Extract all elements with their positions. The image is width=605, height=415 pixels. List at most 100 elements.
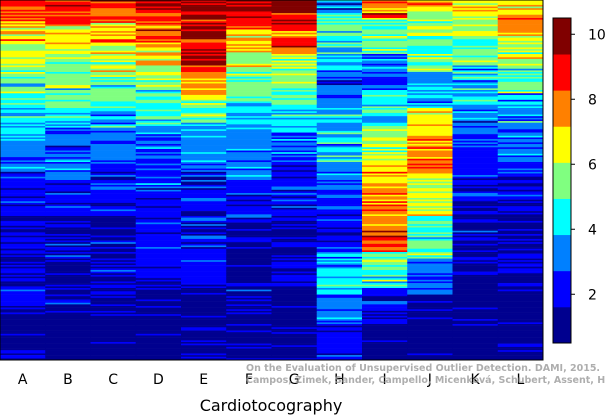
heatmap-cell <box>90 345 137 348</box>
heatmap-cell <box>316 134 363 137</box>
heatmap-cell <box>0 78 46 81</box>
heatmap-cell <box>0 301 46 304</box>
heatmap-cell <box>497 16 544 19</box>
heatmap-cell <box>0 153 46 156</box>
heatmap-cell <box>135 73 182 76</box>
heatmap-column-G <box>271 0 318 361</box>
heatmap-cell <box>407 320 453 323</box>
heatmap-cell <box>271 108 318 110</box>
heatmap-cell <box>316 101 363 104</box>
heatmap-cell <box>452 119 499 122</box>
heatmap-cell <box>271 237 318 240</box>
heatmap-cell <box>316 68 363 71</box>
heatmap-cell <box>316 248 363 251</box>
heatmap-cell <box>135 99 182 102</box>
heatmap-cell <box>226 101 272 104</box>
heatmap-cell <box>407 178 453 181</box>
heatmap-cell <box>45 44 91 47</box>
heatmap-cell <box>271 322 318 325</box>
heatmap-cell <box>181 206 227 209</box>
heatmap-cell <box>45 60 91 63</box>
heatmap-cell <box>452 296 499 299</box>
heatmap-cell <box>407 260 453 263</box>
heatmap-cell <box>316 153 363 156</box>
heatmap-column-B <box>45 0 91 361</box>
heatmap-cell <box>497 44 544 47</box>
heatmap-cell <box>226 91 272 94</box>
heatmap-cell <box>0 256 46 259</box>
heatmap-cell <box>90 309 137 312</box>
heatmap-cell <box>45 22 91 25</box>
heatmap-cell <box>226 183 272 186</box>
heatmap-cell <box>181 135 227 138</box>
heatmap-cell <box>181 307 227 310</box>
heatmap-cell <box>497 324 544 326</box>
heatmap-cell <box>362 302 408 305</box>
heatmap-cell <box>497 108 544 110</box>
heatmap-cell <box>452 196 499 199</box>
heatmap-cell <box>181 22 227 25</box>
heatmap-cell <box>135 227 182 230</box>
heatmap-cell <box>452 11 499 14</box>
heatmap-cell <box>45 19 91 22</box>
heatmap-cell <box>407 232 453 235</box>
heatmap-cell <box>407 242 453 245</box>
heatmap-cell <box>452 212 499 215</box>
heatmap-cell <box>0 255 46 258</box>
heatmap-cell <box>181 211 227 214</box>
heatmap-cell <box>316 124 363 127</box>
heatmap-cell <box>452 152 499 155</box>
heatmap-cell <box>45 72 91 74</box>
heatmap-cell <box>0 85 46 88</box>
heatmap-cell <box>362 49 408 52</box>
heatmap-cell <box>407 148 453 151</box>
heatmap-cell <box>316 346 363 349</box>
heatmap-cell <box>45 103 91 106</box>
heatmap-cell <box>316 171 363 174</box>
heatmap-cell <box>0 320 46 323</box>
heatmap-cell <box>0 165 46 168</box>
heatmap-cell <box>271 135 318 138</box>
heatmap-cell <box>0 196 46 199</box>
heatmap-cell <box>452 144 499 146</box>
heatmap-cell <box>90 225 137 228</box>
heatmap-cell <box>271 16 318 19</box>
heatmap-cell <box>497 135 544 138</box>
heatmap-cell <box>497 45 544 48</box>
heatmap-cell <box>90 99 137 102</box>
heatmap-cell <box>45 50 91 53</box>
heatmap-cell <box>181 273 227 276</box>
heatmap-cell <box>90 126 137 128</box>
heatmap-cell <box>452 261 499 264</box>
heatmap-cell <box>90 351 137 354</box>
heatmap-cell <box>452 134 499 137</box>
heatmap-cell <box>0 338 46 341</box>
heatmap-cell <box>407 333 453 336</box>
heatmap-cell <box>452 54 499 56</box>
heatmap-cell <box>45 144 91 146</box>
heatmap-cell <box>226 191 272 194</box>
heatmap-cell <box>316 142 363 145</box>
heatmap-cell <box>407 29 453 32</box>
heatmap-cell <box>407 202 453 205</box>
heatmap-cell <box>452 50 499 53</box>
heatmap-cell <box>0 129 46 132</box>
heatmap-cell <box>135 37 182 40</box>
heatmap-cell <box>407 139 453 142</box>
heatmap-cell <box>45 140 91 143</box>
heatmap-cell <box>135 238 182 241</box>
heatmap-cell <box>407 1 453 4</box>
heatmap-cell <box>407 276 453 279</box>
heatmap-cell <box>362 338 408 341</box>
heatmap-cell <box>271 271 318 274</box>
heatmap-cell <box>362 250 408 253</box>
heatmap-cell <box>135 281 182 284</box>
heatmap-cell <box>45 274 91 277</box>
heatmap-cell <box>497 288 544 290</box>
heatmap-cell <box>90 73 137 76</box>
heatmap-cell <box>181 196 227 199</box>
heatmap-cell <box>135 163 182 166</box>
heatmap-cell <box>181 335 227 338</box>
heatmap-cell <box>497 81 544 84</box>
heatmap-cell <box>181 57 227 60</box>
